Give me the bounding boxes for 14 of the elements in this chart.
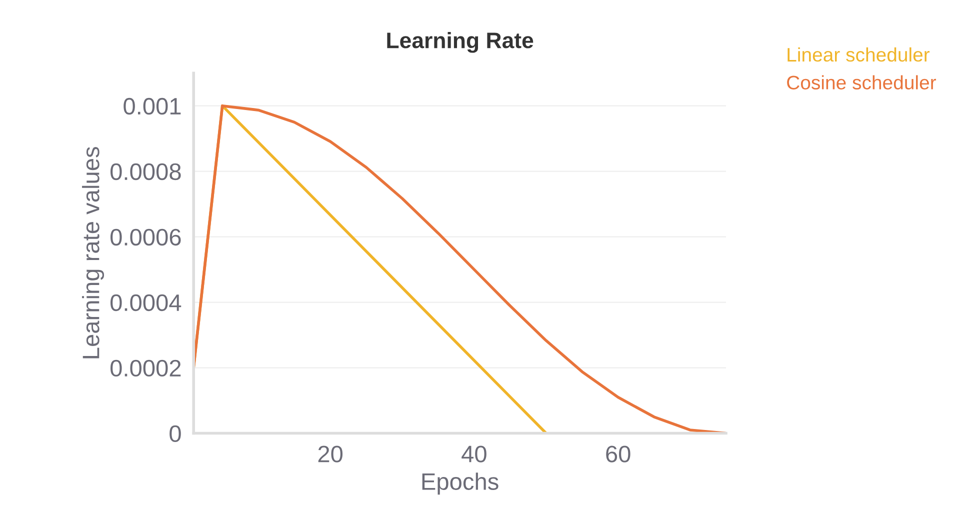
x-tick-label: 60	[606, 446, 630, 462]
text: Cosine scheduler	[787, 75, 936, 90]
y-tick-label: 0	[170, 425, 181, 442]
y-tick-label: 0.0008	[110, 163, 181, 180]
text: Linear scheduler	[788, 47, 930, 62]
x-axis-title: Epochs	[422, 472, 498, 495]
x-tick-label: 20	[318, 446, 343, 462]
chart-title: Learning Rate	[387, 32, 534, 53]
y-tick-label: 0.001	[124, 98, 181, 115]
y-tick-label: 0.0004	[110, 294, 182, 312]
y-tick-label: 0.0002	[110, 360, 181, 377]
y-tick-label: 0.0006	[110, 228, 181, 246]
y-axis-title: Learning rate values	[82, 147, 104, 358]
x-tick-label: 40	[462, 446, 486, 462]
